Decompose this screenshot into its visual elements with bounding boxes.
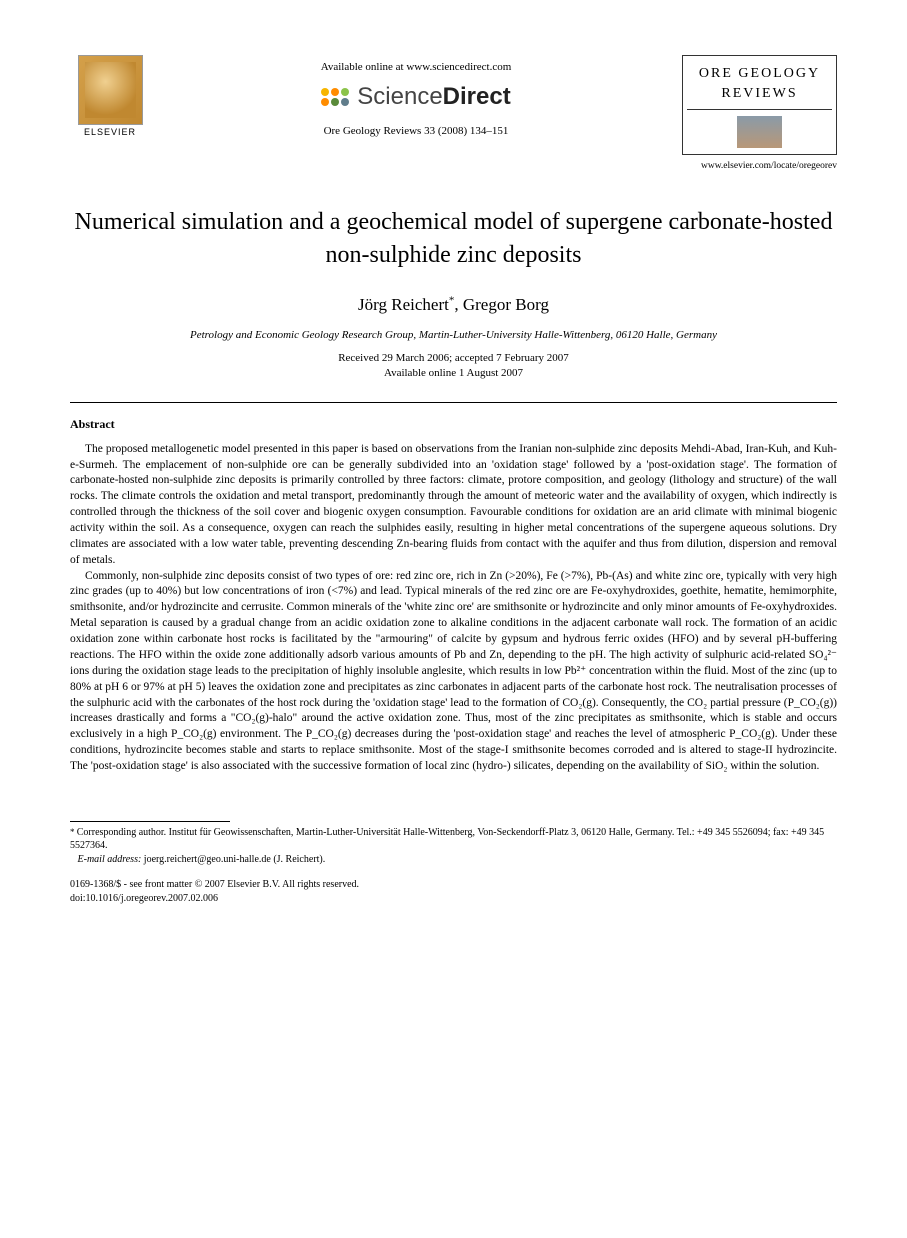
- abstract-heading: Abstract: [70, 417, 837, 432]
- email-value: joerg.reichert@geo.uni-halle.de: [144, 854, 271, 865]
- paper-title: Numerical simulation and a geochemical m…: [70, 206, 837, 271]
- sciencedirect-wordmark: ScienceDirect: [357, 83, 510, 111]
- pre-abstract-rule: [70, 402, 837, 403]
- dates-block: Received 29 March 2006; accepted 7 Febru…: [70, 351, 837, 382]
- author-1: Jörg Reichert*: [358, 295, 454, 314]
- corr-text: Corresponding author. Institut für Geowi…: [70, 827, 824, 852]
- journal-box-wrap: ORE GEOLOGY REVIEWS www.elsevier.com/loc…: [682, 55, 837, 171]
- publisher-name: ELSEVIER: [84, 127, 136, 137]
- sciencedirect-logo: ScienceDirect: [150, 83, 682, 111]
- locate-url: www.elsevier.com/locate/oregeorev: [682, 161, 837, 171]
- footer-block: 0169-1368/$ - see front matter © 2007 El…: [70, 878, 837, 905]
- author-1-name: Jörg Reichert: [358, 295, 449, 314]
- journal-reference: Ore Geology Reviews 33 (2008) 134–151: [150, 125, 682, 137]
- header-row: ELSEVIER Available online at www.science…: [70, 55, 837, 171]
- author-2-name: Gregor Borg: [463, 295, 549, 314]
- center-header: Available online at www.sciencedirect.co…: [150, 55, 682, 137]
- abstract-body: The proposed metallogenetic model presen…: [70, 442, 837, 775]
- sd-part2: Direct: [443, 83, 511, 110]
- elsevier-tree-logo: [78, 55, 143, 125]
- journal-box-rule: [687, 109, 832, 110]
- author-2: Gregor Borg: [463, 295, 549, 314]
- available-online-date: Available online 1 August 2007: [70, 366, 837, 381]
- sciencedirect-dots-icon: [321, 88, 349, 106]
- journal-cover-box: ORE GEOLOGY REVIEWS: [682, 55, 837, 155]
- doi: doi:10.1016/j.oregeorev.2007.02.006: [70, 892, 837, 906]
- authors-line: Jörg Reichert*, Gregor Borg: [70, 295, 837, 315]
- journal-box-title: ORE GEOLOGY REVIEWS: [687, 64, 832, 103]
- issn-copyright: 0169-1368/$ - see front matter © 2007 El…: [70, 878, 837, 892]
- available-online-text: Available online at www.sciencedirect.co…: [150, 61, 682, 73]
- abstract-p2: Commonly, non-sulphide zinc deposits con…: [70, 569, 837, 775]
- received-accepted: Received 29 March 2006; accepted 7 Febru…: [70, 351, 837, 366]
- footnote-rule: [70, 821, 230, 822]
- corr-asterisk: *: [70, 827, 77, 837]
- journal-cover-thumbnail: [737, 116, 782, 148]
- abstract-p1: The proposed metallogenetic model presen…: [70, 442, 837, 569]
- author-sep: ,: [454, 295, 463, 314]
- sd-part1: Science: [357, 83, 442, 110]
- corresponding-author-footnote: * Corresponding author. Institut für Geo…: [70, 826, 837, 867]
- publisher-block: ELSEVIER: [70, 55, 150, 137]
- email-author: (J. Reichert).: [273, 854, 325, 865]
- email-label: E-mail address:: [78, 854, 142, 865]
- affiliation: Petrology and Economic Geology Research …: [70, 329, 837, 341]
